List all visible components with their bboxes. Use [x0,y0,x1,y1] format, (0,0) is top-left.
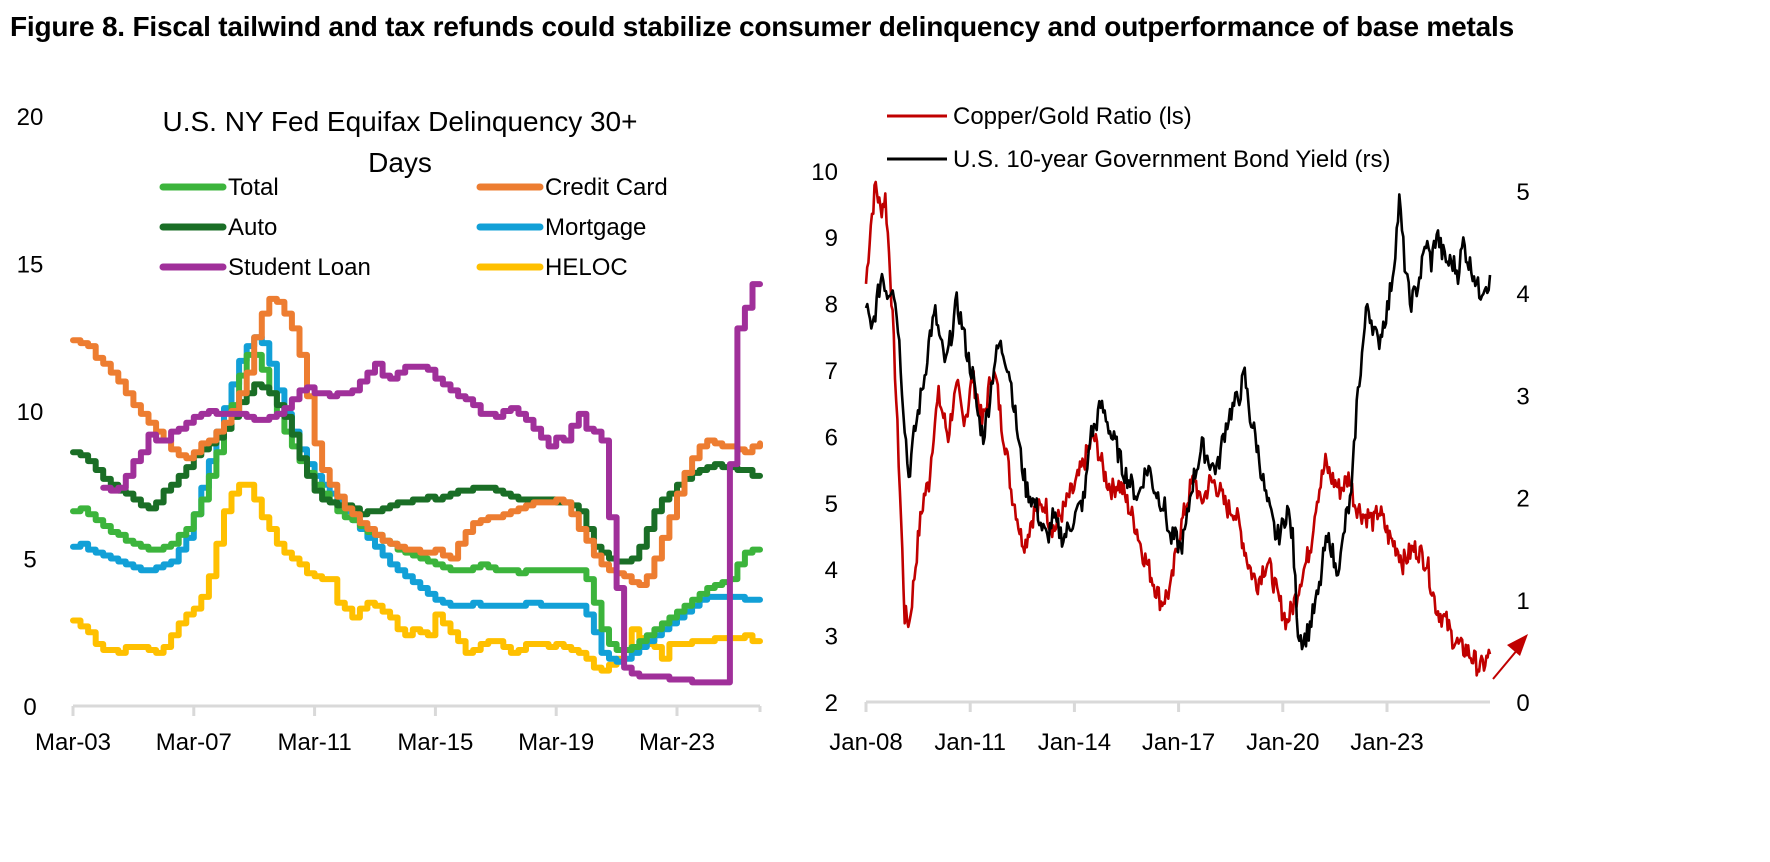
right-x-axis-ticks: Jan-08 Jan-11 Jan-14 Jan-17 Jan-20 Jan-23 [829,702,1424,756]
right-chart-right-y-tick-label: 5 [1516,179,1529,206]
series-line-student-loan [100,281,763,686]
right-chart-left-y-tick-label: 7 [825,358,838,385]
right-chart-right-y-tick-label: 2 [1516,486,1529,513]
right-series-group [864,180,1492,677]
left-y-tick-label: 20 [17,104,44,131]
series-line-auto [70,381,763,565]
left-x-tick-label: Mar-23 [639,729,715,756]
right-right-y-axis-ticks: 0 1 2 3 4 5 [1516,179,1529,717]
right-x-tick-label: Jan-17 [1142,729,1215,756]
left-legend: Total Credit Card Auto Mortgage Student Loan… [159,174,668,281]
right-chart-right-y-tick-label: 0 [1516,690,1529,717]
right-chart-left-y-tick-label: 2 [825,690,838,717]
left-x-tick-label: Mar-19 [518,729,594,756]
legend-label-heloc: HELOC [545,254,628,281]
legend-label-mortgage: Mortgage [545,214,646,241]
left-y-tick-label: 0 [23,694,36,721]
right-left-y-axis-ticks: 2 3 4 5 6 7 8 9 10 [811,159,838,717]
right-x-tick-label: Jan-20 [1246,729,1319,756]
series-line-mortgage [70,334,763,665]
series-line-credit-card [70,295,763,588]
right-chart-left-y-tick-label: 6 [825,424,838,451]
up-arrow-icon [1492,634,1528,680]
right-chart-left-y-tick-label: 8 [825,292,838,319]
right-chart-left-y-tick-label: 4 [825,557,838,584]
right-chart-right-y-tick-label: 1 [1516,588,1529,615]
left-y-tick-label: 15 [17,252,44,279]
series-line-u-s-10-year-government-bond-yield-rs [864,193,1492,651]
left-x-tick-label: Mar-07 [156,729,232,756]
legend-label-auto: Auto [228,214,277,241]
right-chart-left-y-tick-label: 5 [825,491,838,518]
left-y-tick-label: 10 [17,399,44,426]
right-chart-left-y-tick-label: 10 [811,159,838,186]
legend-label-copper-gold-ratio-ls: Copper/Gold Ratio (ls) [953,103,1192,130]
legend-label-total: Total [228,174,279,201]
right-legend: Copper/Gold Ratio (ls) U.S. 10-year Gover… [887,103,1391,173]
right-chart-right-y-tick-label: 3 [1516,383,1529,410]
left-x-tick-label: Mar-11 [277,729,351,756]
left-chart-title-line1: U.S. NY Fed Equifax Delinquency 30+ [163,106,638,137]
left-chart-title-line2: Days [368,147,432,178]
left-y-tick-label: 5 [23,547,36,574]
right-x-tick-label: Jan-23 [1350,729,1423,756]
left-x-tick-label: Mar-15 [397,729,473,756]
legend-label-credit-card: Credit Card [545,174,668,201]
left-x-axis-ticks: Mar-03 Mar-07 Mar-11 Mar-15 Mar-19 Mar-23 [35,706,762,756]
left-series-group [70,281,763,686]
right-x-tick-label: Jan-08 [829,729,902,756]
figure-title: Figure 8. Fiscal tailwind and tax refund… [10,11,1514,42]
right-x-tick-label: Jan-11 [934,729,1006,756]
right-chart-left-y-tick-label: 3 [825,624,838,651]
left-y-axis-ticks: 0 5 10 15 20 [17,104,44,721]
right-chart-right-y-tick-label: 4 [1516,281,1529,308]
left-x-tick-label: Mar-03 [35,729,111,756]
right-chart-left-y-tick-label: 9 [825,225,838,252]
legend-label-u-s-10-year-government-bond-yield-rs: U.S. 10-year Government Bond Yield (rs) [953,146,1391,173]
legend-label-student-loan: Student Loan [228,254,371,281]
right-x-tick-label: Jan-14 [1038,729,1111,756]
